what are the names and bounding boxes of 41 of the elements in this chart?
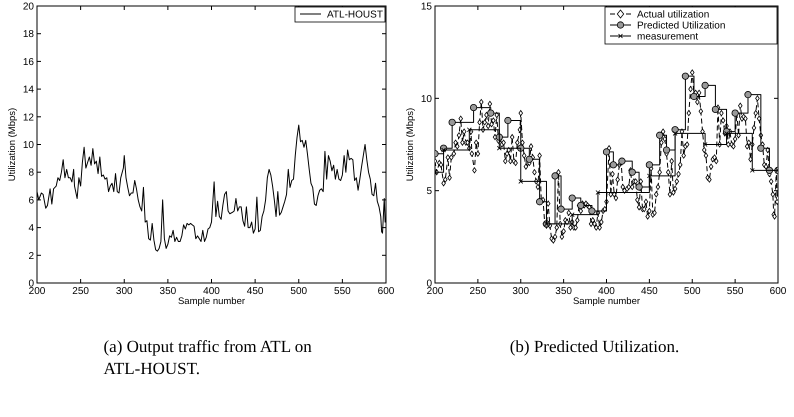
x-tick-label: 500 [684,286,702,297]
x-tick-label: 300 [116,286,134,297]
x-axis-title: Sample number [178,296,246,307]
x-tick-label: 400 [203,286,220,297]
y-axis-title: Utilization (Mbps) [405,108,416,182]
x-tick-label: 550 [334,286,352,297]
x-tick-label: 500 [290,286,308,297]
y-tick-label: 8 [28,168,34,179]
y-tick-label: 10 [420,94,432,105]
x-tick-label: 350 [555,286,572,297]
x-tick-label: 250 [470,286,487,297]
legend-label: ATL-HOUST [327,10,383,20]
y-tick-label: 15 [420,2,432,12]
y-tick-label: 4 [28,223,34,234]
x-tick-label: 400 [598,286,616,297]
x-tick-label: 250 [72,286,90,297]
y-tick-label: 12 [22,112,34,124]
x-tick-label: 200 [426,286,444,297]
y-tick-label: 6 [28,195,34,206]
legend-label: Predicted Utilization [637,20,726,32]
x-tick-label: 550 [726,286,744,297]
x-tick-label: 200 [28,286,46,297]
text: (b) Predicted Utilization. [510,337,680,356]
y-tick-label: 5 [426,186,432,198]
x-tick-label: 600 [770,286,787,297]
y-tick-label: 2 [28,250,34,262]
y-tick-label: 14 [22,84,34,96]
legend-label: measurement [637,32,698,42]
y-tick-label: 10 [22,140,34,151]
text: (a) Output traffic from ATL on ATL-HOUST. [104,337,312,378]
legend-label: Actual utilization [637,10,710,20]
x-tick-label: 450 [246,286,264,297]
x-tick-label: 300 [512,286,530,297]
y-axis-title: Utilization (Mbps) [7,108,18,182]
y-tick-label: 18 [22,29,34,40]
x-axis-title: Sample number [572,296,640,307]
x-tick-label: 350 [160,286,177,297]
x-tick-label: 600 [378,286,395,297]
y-tick-label: 16 [22,56,34,68]
x-tick-label: 450 [641,286,658,297]
y-tick-label: 20 [22,2,34,12]
